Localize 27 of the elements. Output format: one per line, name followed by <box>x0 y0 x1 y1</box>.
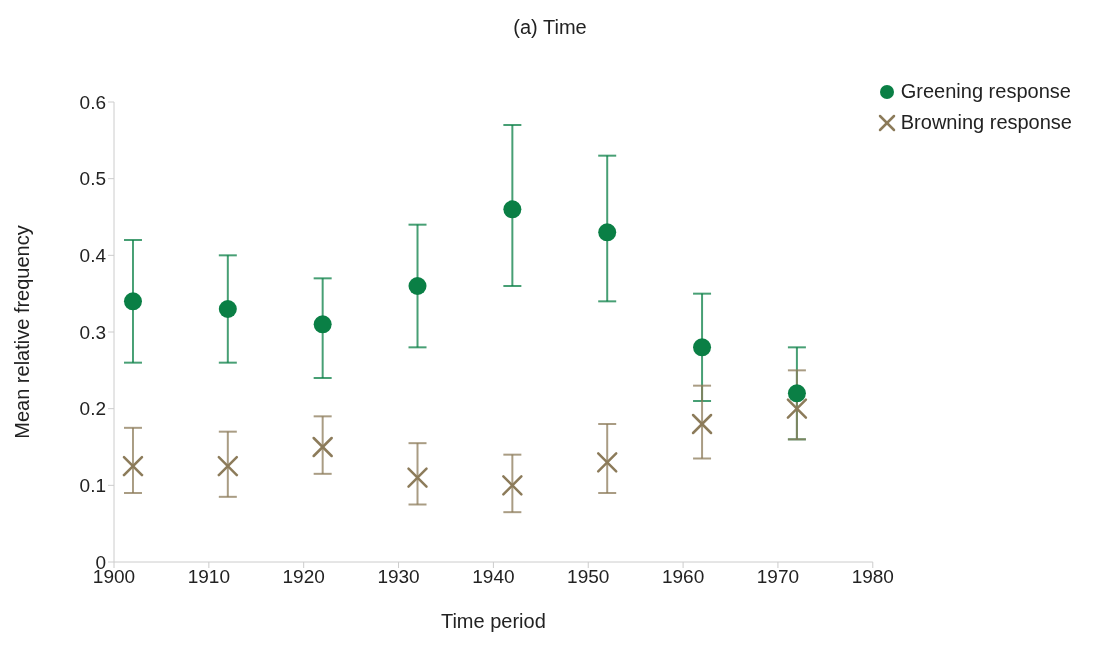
point <box>693 338 712 357</box>
x-tick-label: 1920 <box>282 566 325 588</box>
x-tick-label: 1970 <box>756 566 800 588</box>
point <box>598 223 617 242</box>
x-axis-title: Time period <box>440 610 546 632</box>
y-tick-label: 0.3 <box>79 321 106 343</box>
point <box>218 300 237 318</box>
y-tick-label: 0.6 <box>79 91 106 113</box>
chart-title: (a) Time <box>512 16 588 39</box>
y-tick-label: 0.2 <box>79 398 106 420</box>
point <box>408 277 427 295</box>
point <box>787 384 806 403</box>
point <box>123 292 142 311</box>
x-tick-label: 1940 <box>472 566 515 588</box>
legend-label: Greening response <box>900 80 1071 103</box>
x-tick-label: 1950 <box>567 566 610 588</box>
y-tick-label: 0.5 <box>79 168 106 190</box>
x-tick-label: 1910 <box>187 566 230 588</box>
x-tick-label: 1930 <box>377 566 420 588</box>
y-tick-label: 0.1 <box>79 475 106 497</box>
y-axis-title: Mean relative frequency <box>11 225 34 439</box>
point <box>313 315 332 334</box>
y-tick-label: 0.4 <box>79 245 107 267</box>
x-tick-label: 1960 <box>661 566 705 588</box>
x-tick-label: 1980 <box>851 566 894 588</box>
point <box>503 200 522 219</box>
legend-label: Browning response <box>900 111 1072 134</box>
